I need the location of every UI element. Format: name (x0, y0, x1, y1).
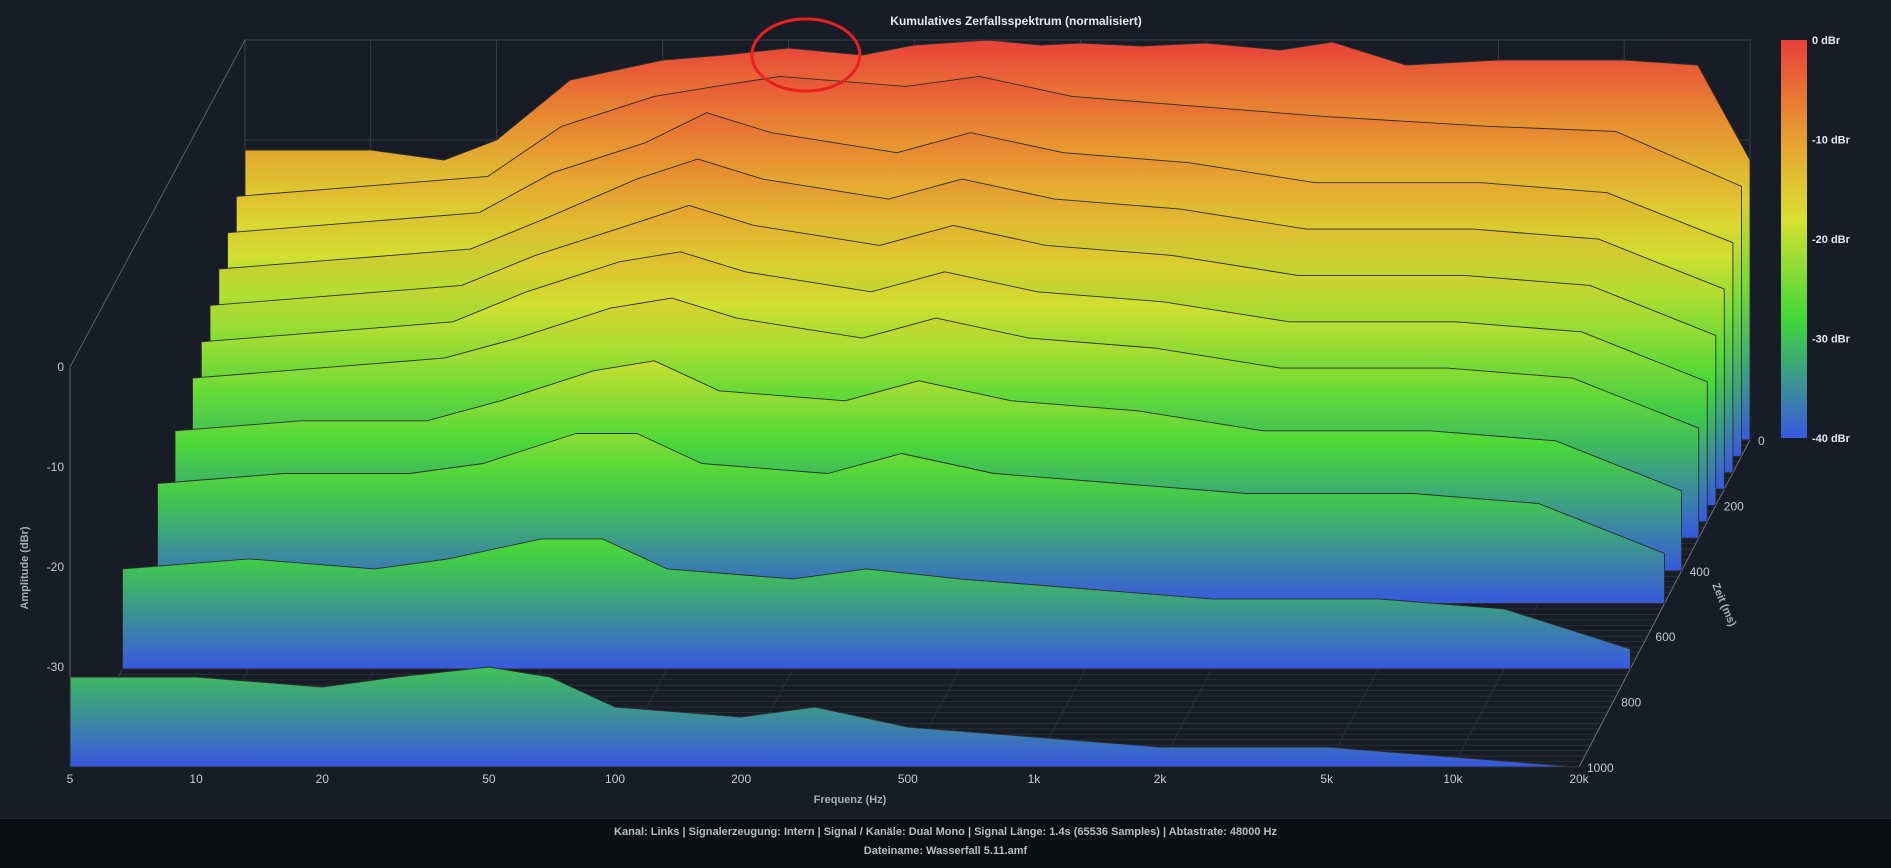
series-layer (69, 39, 1751, 768)
waterfall-chart: Kumulatives Zerfallsspektrum (normalisie… (19, 14, 1851, 806)
x-tick-label: 10 (189, 772, 203, 786)
y-tick-label: -10 (47, 460, 65, 474)
y-axis-label: Amplitude (dBr) (19, 526, 31, 609)
z-tick-label: 1000 (1587, 761, 1614, 775)
z-axis-label: Zeit (ms) (1709, 581, 1738, 628)
signal-info: Kanal: Links | Signalerzeugung: Intern |… (614, 826, 1277, 838)
chart-title: Kumulatives Zerfallsspektrum (normalisie… (890, 14, 1141, 28)
y-tick-label: -20 (47, 560, 65, 574)
z-tick-label: 600 (1655, 630, 1675, 644)
x-tick-label: 5k (1320, 772, 1334, 786)
info-footer: Kanal: Links | Signalerzeugung: Intern |… (0, 818, 1891, 868)
colorbar-label: -30 dBr (1812, 334, 1851, 346)
x-tick-label: 10k (1443, 772, 1463, 786)
x-tick-label: 2k (1154, 772, 1168, 786)
colorbar-label: 0 dBr (1812, 35, 1841, 47)
z-tick-label: 400 (1690, 565, 1710, 579)
highlight-ellipse (750, 17, 862, 93)
colorbar-label: -40 dBr (1812, 433, 1851, 445)
x-tick-label: 100 (605, 772, 625, 786)
x-tick-label: 200 (731, 772, 751, 786)
x-tick-label: 1k (1028, 772, 1042, 786)
decay-slice (122, 538, 1631, 670)
x-tick-label: 50 (482, 772, 496, 786)
z-tick-label: 800 (1621, 696, 1641, 710)
x-tick-label: 500 (898, 772, 918, 786)
x-tick-label: 20k (1569, 772, 1589, 786)
x-tick-label: 20 (316, 772, 330, 786)
colorbar-label: -10 dBr (1812, 135, 1851, 147)
colorbar-gradient (1781, 40, 1807, 438)
colorbar-label: -20 dBr (1812, 234, 1851, 246)
y-tick-label: -30 (47, 660, 65, 674)
y-tick-label: 0 (57, 360, 64, 374)
x-tick-label: 5 (67, 772, 74, 786)
ticks: 5 10 20 50 100 200 500 1k 2k 5k 10k 20k 0 -10 -20 -30 0 2… (47, 360, 1765, 786)
decay-slice (69, 666, 1580, 768)
colorbar: 0 dBr -10 dBr -20 dBr -30 dBr -40 dBr (1781, 35, 1851, 445)
annotations (750, 17, 862, 93)
filename: Dateiname: Wasserfall 5.11.amf (863, 845, 1028, 857)
x-axis-label: Frequenz (Hz) (814, 794, 887, 806)
z-tick-label: 0 (1758, 434, 1765, 448)
z-tick-label: 200 (1724, 499, 1744, 513)
